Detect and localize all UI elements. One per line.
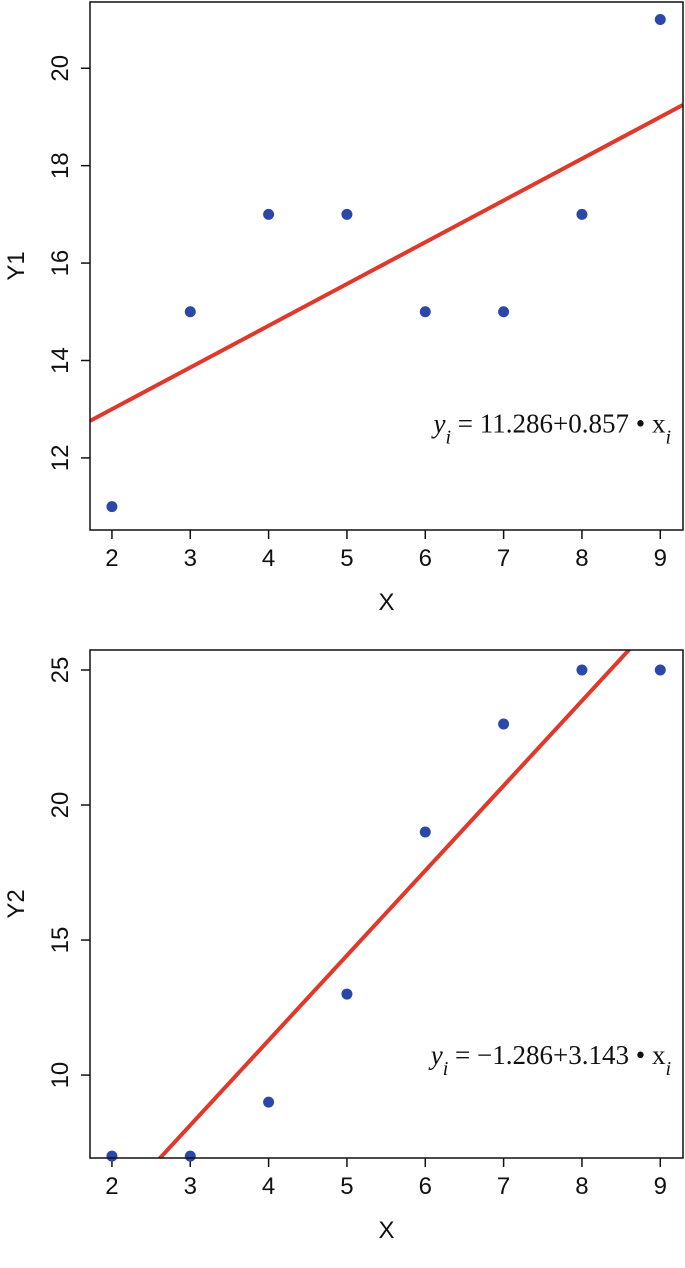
equation: yi = −1.286+3.143 • xi (428, 1040, 671, 1080)
y-axis-label: Y2 (3, 889, 30, 918)
data-point (341, 208, 353, 220)
y-tick-label: 15 (47, 927, 74, 954)
equation-part: = −1.286+3.143 • (448, 1040, 652, 1070)
equation-part: i (665, 426, 671, 448)
data-point (654, 14, 666, 26)
x-tick-label: 2 (105, 545, 118, 572)
data-point (106, 1150, 118, 1162)
regression-line (90, 103, 683, 423)
x-axis-label: X (378, 589, 394, 616)
x-tick-label: 6 (419, 1173, 432, 1200)
y-tick-label: 20 (47, 792, 74, 819)
equation-part: i (665, 1058, 671, 1080)
y-tick-label: 16 (47, 250, 74, 277)
equation-part: y (428, 1040, 443, 1070)
x-tick-label: 5 (340, 545, 353, 572)
equation-part: x (652, 1040, 666, 1070)
y-tick-label: 14 (47, 347, 74, 374)
data-point (341, 988, 353, 1000)
equation-part: y (430, 408, 445, 438)
x-tick-label: 2 (105, 1173, 118, 1200)
data-point (419, 826, 431, 838)
y-tick-label: 12 (47, 445, 74, 472)
equation-part: x (652, 408, 666, 438)
x-tick-label: 3 (184, 545, 197, 572)
data-point (498, 718, 510, 730)
data-point (419, 306, 431, 318)
data-point (106, 501, 118, 513)
x-axis-label: X (378, 1217, 394, 1244)
plot-frame (89, 1, 684, 531)
data-point (184, 1150, 196, 1162)
fit-group (157, 650, 632, 1158)
x-tick-label: 5 (340, 1173, 353, 1200)
data-point (576, 208, 588, 220)
x-tick-label: 4 (262, 545, 275, 572)
regression-line (157, 650, 632, 1158)
data-point (576, 664, 588, 676)
y-tick-label: 18 (47, 152, 74, 179)
equation: yi = 11.286+0.857 • xi (430, 408, 671, 448)
x-tick-label: 9 (654, 1173, 667, 1200)
y-tick-label: 20 (47, 55, 74, 82)
data-point (654, 664, 666, 676)
y-tick-label: 10 (47, 1062, 74, 1089)
x-tick-label: 4 (262, 1173, 275, 1200)
y-tick-label: 25 (47, 657, 74, 684)
data-point (498, 306, 510, 318)
data-point (184, 306, 196, 318)
equation-part: i (445, 426, 451, 448)
data-point (263, 1096, 275, 1108)
x-tick-label: 7 (497, 1173, 510, 1200)
data-point (263, 208, 275, 220)
x-tick-label: 9 (654, 545, 667, 572)
x-tick-label: 7 (497, 545, 510, 572)
x-tick-label: 3 (184, 1173, 197, 1200)
y-axis-label: Y1 (3, 251, 30, 280)
equation-part: i (443, 1058, 449, 1080)
plot-frame (89, 649, 684, 1159)
x-tick-label: 8 (575, 1173, 588, 1200)
equation-part: = 11.286+0.857 • (451, 408, 652, 438)
x-tick-label: 6 (419, 545, 432, 572)
x-tick-label: 8 (575, 545, 588, 572)
fit-group (90, 103, 683, 423)
